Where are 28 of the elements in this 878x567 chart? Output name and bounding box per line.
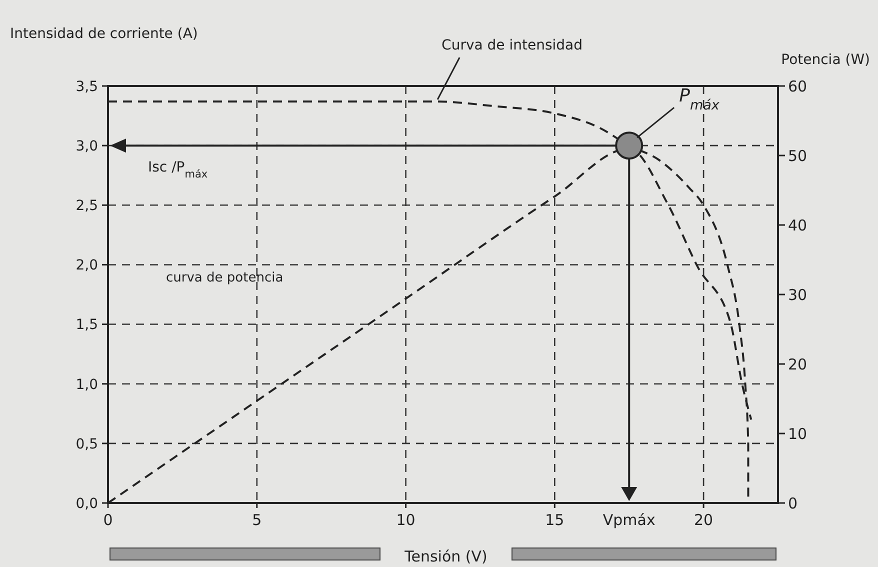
y-tick-label: 0,0: [76, 496, 98, 512]
y-tick-label: 1,5: [76, 317, 98, 334]
y-tick-label: 2,5: [76, 198, 98, 214]
y-tick-label: 2,0: [76, 258, 98, 274]
y2-axis-title: Potencia (W): [781, 52, 870, 68]
y2-tick-label: 10: [788, 424, 808, 443]
x-axis-title: Tensión (V): [404, 547, 488, 566]
y-tick-label: 3,0: [76, 138, 98, 154]
y-tick-label: 1,0: [76, 376, 98, 393]
x-tick-label: 0: [103, 511, 113, 529]
x-tick-label: 10: [396, 511, 416, 529]
x-tick-label: 20: [694, 511, 714, 529]
ref-line-label: Isc /P$_{máx}$: [148, 160, 208, 181]
annotation: Curva de intensidad: [442, 37, 583, 54]
y2-tick-label: 30: [788, 286, 808, 304]
x-tick-label: 5: [252, 511, 262, 529]
x-tick-label: 15: [545, 511, 564, 529]
y-tick-label: 0,5: [76, 436, 98, 452]
y2-tick-label: 40: [788, 216, 808, 234]
y-axis-title: Intensidad de corriente (A): [10, 26, 198, 42]
y2-tick-label: 0: [788, 494, 798, 512]
annotation: curva de potencia: [166, 270, 284, 286]
ref-line-label: Vpmáx: [602, 511, 656, 529]
y2-tick-label: 20: [788, 355, 808, 374]
y2-tick-label: 50: [788, 146, 808, 165]
y2-tick-label: 60: [788, 77, 808, 96]
y-tick-label: 3,5: [76, 78, 98, 95]
text: P$_{máx}$: [679, 86, 720, 114]
